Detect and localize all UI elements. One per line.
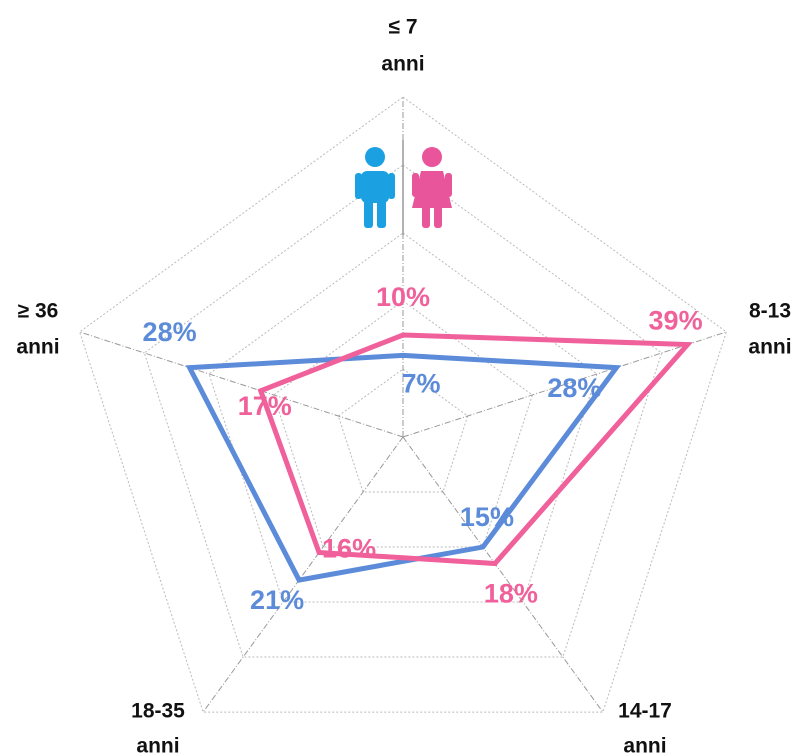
- boy-icon: [355, 147, 395, 228]
- grid-ring: [337, 368, 469, 493]
- category-label: anni: [16, 336, 59, 359]
- series-line: [185, 352, 622, 583]
- category-label: ≤ 7: [388, 16, 417, 39]
- category-label: 8-13: [749, 300, 791, 323]
- grid-ring: [79, 96, 727, 713]
- value-label: 28%: [547, 373, 601, 403]
- grid: [79, 96, 727, 713]
- series-line: [257, 332, 693, 567]
- value-label: 21%: [250, 585, 304, 615]
- legend-icons: [355, 140, 452, 235]
- category-label: anni: [381, 53, 424, 76]
- spoke: [79, 331, 404, 438]
- value-label: 39%: [649, 306, 703, 336]
- category-label: anni: [623, 735, 666, 753]
- grid-ring: [143, 164, 663, 658]
- value-label: 15%: [460, 502, 514, 532]
- value-label: 17%: [238, 391, 292, 421]
- category-label: anni: [136, 735, 179, 753]
- girl-icon: [412, 147, 452, 228]
- grid-ring: [273, 300, 533, 548]
- value-label: 10%: [376, 282, 430, 312]
- category-label: 14-17: [618, 700, 672, 723]
- spoke: [402, 436, 604, 713]
- value-label: 7%: [401, 369, 440, 399]
- value-label: 28%: [143, 317, 197, 347]
- spoke: [402, 331, 727, 438]
- spoke: [202, 436, 404, 713]
- category-label: ≥ 36: [18, 300, 59, 323]
- value-label: 16%: [322, 534, 376, 564]
- category-label: anni: [748, 336, 791, 359]
- value-label: 18%: [484, 579, 538, 609]
- category-label: 18-35: [131, 700, 185, 723]
